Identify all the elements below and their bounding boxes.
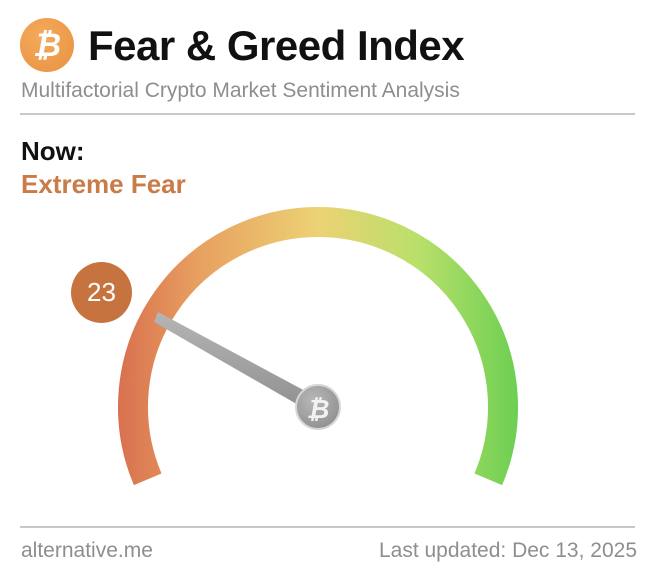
sentiment-classification: Extreme Fear: [21, 169, 186, 199]
footer-divider: [20, 526, 635, 528]
svg-text:₿: ₿: [33, 26, 61, 64]
gauge-arc: [118, 207, 518, 486]
page-subtitle: Multifactorial Crypto Market Sentiment A…: [21, 79, 460, 102]
source-link[interactable]: alternative.me: [21, 539, 153, 562]
index-value-badge: 23: [71, 262, 132, 323]
bitcoin-logo-icon: ₿: [20, 18, 74, 72]
page-title: Fear & Greed Index: [88, 22, 465, 69]
gauge-needle: [154, 312, 322, 414]
hub-bitcoin-icon: ₿: [307, 395, 330, 425]
now-label: Now:: [21, 136, 85, 166]
header-divider: [20, 113, 635, 115]
gauge-hub: [295, 384, 341, 430]
last-updated: Last updated: Dec 13, 2025: [378, 539, 637, 562]
